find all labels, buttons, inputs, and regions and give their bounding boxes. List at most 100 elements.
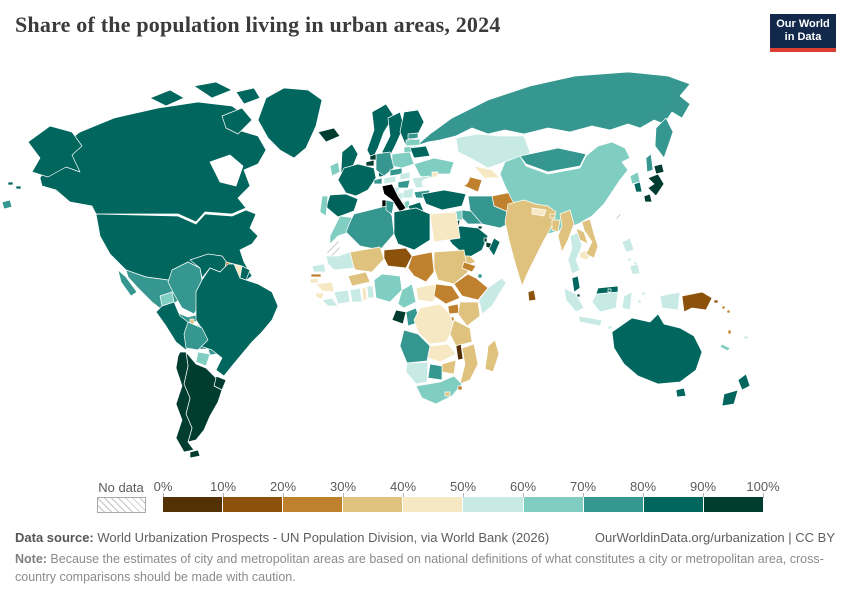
region-indonesia-papua[interactable] [659, 291, 681, 311]
region-eswatini[interactable] [457, 385, 463, 391]
region-taiwan[interactable] [615, 213, 622, 220]
region-spain[interactable] [325, 193, 359, 218]
region-paraguay[interactable] [195, 351, 211, 367]
region-sweden[interactable] [381, 111, 405, 161]
region-switzerland[interactable] [373, 177, 383, 185]
legend-bin[interactable] [283, 497, 344, 512]
region-solomon-islands-2[interactable] [726, 309, 731, 314]
region-malaysia-peninsula[interactable] [571, 275, 581, 293]
region-netherlands[interactable] [369, 153, 377, 161]
region-canada[interactable] [39, 101, 267, 223]
region-ireland[interactable] [329, 161, 341, 177]
region-png-new-britain[interactable] [713, 299, 719, 304]
region-aleutians-1[interactable] [7, 181, 14, 186]
legend-bin[interactable] [583, 497, 644, 512]
region-russia-wrap[interactable] [1, 199, 13, 210]
region-fiji[interactable] [743, 335, 749, 340]
region-kenya[interactable] [457, 301, 481, 327]
region-malawi[interactable] [455, 343, 464, 361]
region-south-africa[interactable] [415, 375, 463, 405]
legend-bin[interactable] [703, 497, 763, 512]
legend-bin[interactable] [643, 497, 704, 512]
region-canada-baffin[interactable] [221, 107, 253, 135]
legend-bin[interactable] [403, 497, 464, 512]
region-egypt[interactable] [429, 211, 461, 243]
legend-bin[interactable] [463, 497, 524, 512]
region-lesotho[interactable] [444, 391, 451, 397]
region-south-korea[interactable] [633, 181, 643, 193]
region-madagascar[interactable] [484, 339, 500, 373]
region-slovakia[interactable] [399, 171, 411, 181]
region-south-sudan[interactable] [433, 283, 461, 305]
region-france[interactable] [337, 163, 377, 197]
region-malaysia-borneo[interactable] [595, 285, 619, 295]
region-bhutan[interactable] [549, 213, 556, 219]
region-philippines-visayas-1[interactable] [627, 257, 632, 262]
region-norway[interactable] [366, 103, 395, 161]
region-turkey[interactable] [421, 189, 467, 211]
region-aleutians-2[interactable] [15, 185, 22, 190]
region-sri-lanka[interactable] [527, 289, 537, 302]
region-benin[interactable] [366, 285, 375, 299]
region-japan-kyushu[interactable] [643, 193, 653, 203]
region-serbia[interactable] [401, 187, 415, 199]
region-ghana[interactable] [349, 287, 363, 303]
region-guinea[interactable] [315, 281, 335, 293]
region-alaska[interactable] [27, 125, 83, 178]
legend-bin[interactable] [523, 497, 584, 512]
region-philippines-mindanao[interactable] [629, 263, 641, 275]
region-western-sahara[interactable] [325, 239, 343, 257]
owid-url-link[interactable]: OurWorldinData.org/urbanization | CC BY [594, 530, 835, 545]
region-greenland[interactable] [257, 87, 323, 159]
region-vietnam[interactable] [581, 218, 599, 259]
region-mali[interactable] [349, 246, 385, 273]
region-belgium[interactable] [365, 159, 375, 167]
region-nigeria[interactable] [373, 273, 403, 303]
owid-logo[interactable]: Our World in Data [770, 14, 836, 52]
region-estonia[interactable] [407, 132, 419, 140]
region-mozambique[interactable] [459, 343, 479, 385]
region-poland[interactable] [391, 151, 415, 169]
region-austria[interactable] [383, 175, 397, 185]
region-chile[interactable] [175, 351, 195, 453]
region-guinea-bissau[interactable] [309, 277, 319, 284]
region-tanzania[interactable] [449, 319, 473, 347]
region-algeria[interactable] [345, 205, 395, 251]
region-cameroon[interactable] [397, 283, 417, 309]
region-uzbekistan[interactable] [473, 165, 501, 179]
region-new-zealand-south[interactable] [721, 389, 739, 407]
region-australia[interactable] [611, 313, 703, 385]
region-botswana[interactable] [427, 363, 443, 381]
region-cote-divoire[interactable] [333, 289, 351, 305]
region-myanmar[interactable] [557, 209, 575, 253]
legend-bin[interactable] [163, 497, 224, 512]
region-indonesia-sunda-1[interactable] [607, 325, 613, 330]
region-solomon-islands-1[interactable] [721, 305, 726, 310]
region-oman[interactable] [488, 237, 501, 257]
region-russia[interactable] [415, 71, 691, 147]
region-india[interactable] [504, 199, 557, 287]
region-namibia[interactable] [405, 361, 429, 385]
region-new-zealand-north[interactable] [737, 373, 751, 391]
region-indonesia-kalimantan[interactable] [591, 291, 619, 313]
region-sierra-leone[interactable] [315, 292, 325, 300]
region-russia-sakhalin[interactable] [645, 153, 654, 173]
legend-no-data-swatch[interactable] [97, 497, 146, 513]
region-tasmania[interactable] [675, 387, 687, 398]
region-gabon[interactable] [391, 309, 407, 325]
region-canada-arctic-1[interactable] [149, 89, 185, 107]
region-zimbabwe[interactable] [441, 359, 457, 375]
region-hungary[interactable] [397, 179, 411, 189]
region-brunei[interactable] [607, 288, 612, 293]
region-qatar[interactable] [483, 237, 488, 243]
region-burkina-faso[interactable] [347, 271, 371, 287]
region-belarus[interactable] [409, 145, 431, 159]
region-bangladesh[interactable] [551, 219, 561, 233]
region-japan-hokkaido[interactable] [653, 163, 665, 175]
legend-bin[interactable] [223, 497, 284, 512]
region-somalia[interactable] [478, 277, 507, 315]
region-senegal[interactable] [311, 263, 327, 273]
region-libya[interactable] [393, 207, 431, 251]
region-mongolia[interactable] [519, 147, 587, 173]
region-liberia[interactable] [321, 297, 339, 307]
